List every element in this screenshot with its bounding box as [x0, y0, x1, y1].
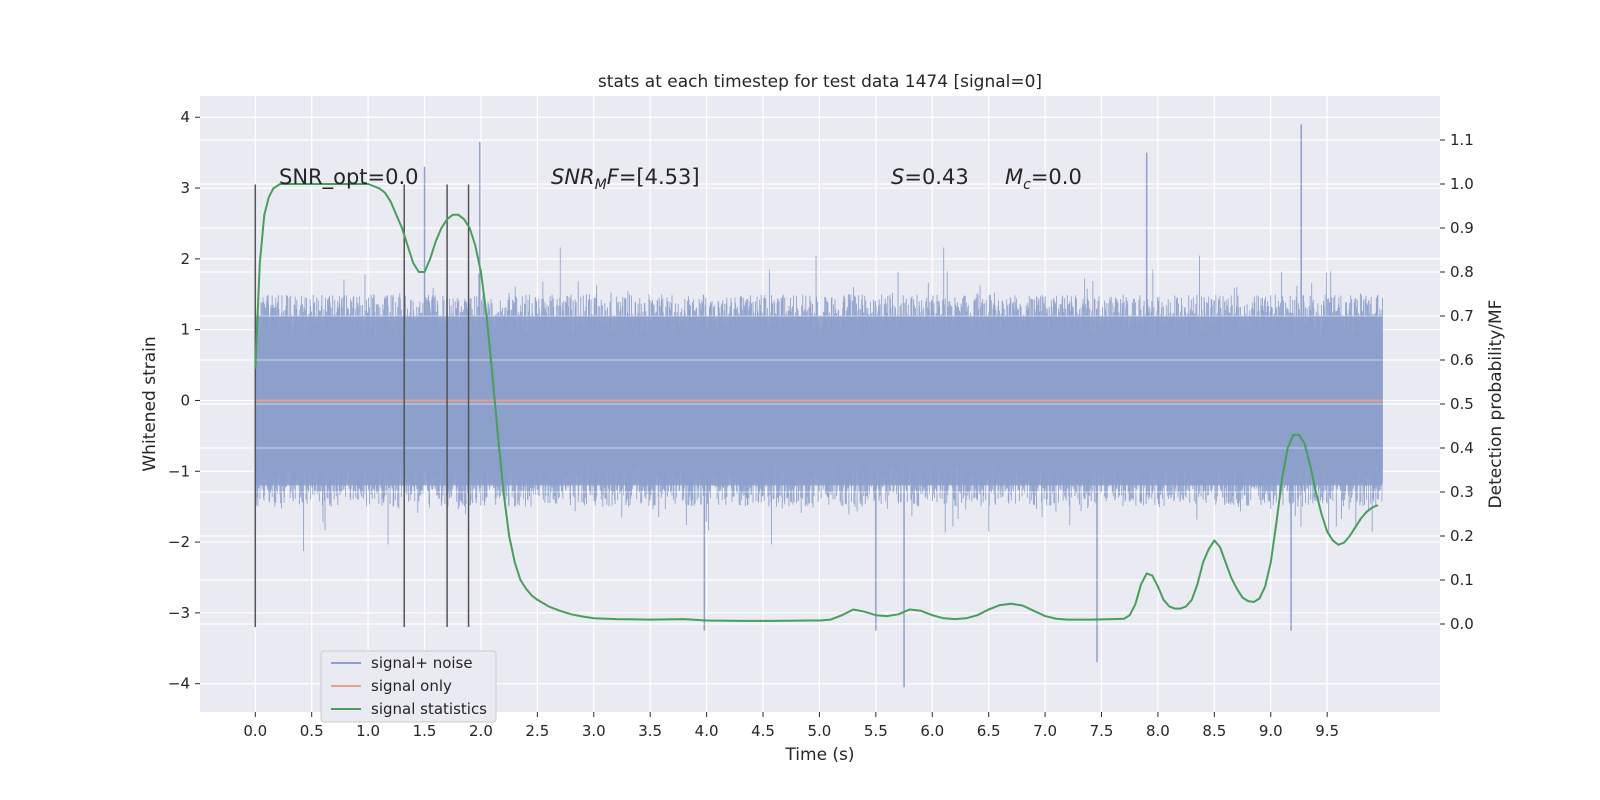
- y2-tick-label: 0.4: [1450, 439, 1474, 457]
- x-axis-label: Time (s): [784, 745, 854, 765]
- y-axis-ticks: −4 −3 −2 −1 0 1 2 3 4: [168, 108, 200, 693]
- y2-tick-label: 1.0: [1450, 175, 1474, 193]
- x-tick-label: 9.5: [1315, 722, 1339, 740]
- y2-axis-label: Detection probability/MF: [1486, 300, 1506, 509]
- y2-tick-label: 0.0: [1450, 615, 1474, 633]
- y-tick-label: 0: [180, 391, 190, 409]
- x-tick-label: 2.0: [469, 722, 493, 740]
- y-tick-label: 3: [180, 179, 190, 197]
- x-tick-label: 7.0: [1033, 722, 1057, 740]
- x-tick-label: 9.0: [1259, 722, 1283, 740]
- x-tick-label: 3.5: [638, 722, 662, 740]
- x-tick-label: 3.0: [582, 722, 606, 740]
- mc-sub: c: [1023, 177, 1031, 193]
- x-tick-label: 1.0: [356, 722, 380, 740]
- annotation-s: S=0.43: [891, 165, 969, 189]
- y-tick-label: 1: [180, 321, 190, 339]
- x-tick-label: 6.0: [920, 722, 944, 740]
- x-tick-label: 0.5: [300, 722, 324, 740]
- snr-mf-value: =[4.53]: [619, 165, 700, 189]
- y2-tick-label: 0.6: [1450, 351, 1474, 369]
- y2-tick-label: 0.3: [1450, 483, 1474, 501]
- s-label: S: [891, 165, 904, 189]
- y-tick-label: 4: [180, 108, 190, 126]
- snr-mf-tail: F: [607, 165, 620, 189]
- snr-mf-base: SNR: [551, 165, 595, 189]
- legend-box: [320, 650, 497, 723]
- y-tick-label: −4: [168, 675, 190, 693]
- x-tick-label: 7.5: [1090, 722, 1114, 740]
- y2-tick-label: 0.5: [1450, 395, 1474, 413]
- y2-axis-ticks: 0.0 0.1 0.2 0.3 0.4 0.5 0.6 0.7 0.8 0.9 1.0 1.1: [1440, 131, 1474, 633]
- legend-label-stats: signal statistics: [371, 700, 487, 718]
- mc-base: M: [1005, 165, 1023, 189]
- legend-label-signal: signal only: [371, 677, 452, 695]
- x-tick-label: 5.0: [808, 722, 832, 740]
- mc-value: =0.0: [1031, 165, 1082, 189]
- y2-tick-label: 0.2: [1450, 527, 1474, 545]
- snr-mf-sub: M: [595, 177, 607, 193]
- x-tick-label: 1.5: [413, 722, 437, 740]
- s-value: =0.43: [904, 165, 968, 189]
- y-tick-label: 2: [180, 250, 190, 268]
- chart-title: stats at each timestep for test data 147…: [598, 72, 1042, 92]
- x-tick-label: 8.0: [1146, 722, 1170, 740]
- legend-label-noise: signal+ noise: [371, 654, 473, 672]
- y2-tick-label: 0.8: [1450, 263, 1474, 281]
- y-tick-label: −1: [168, 462, 190, 480]
- y2-tick-label: 1.1: [1450, 131, 1474, 149]
- y2-tick-label: 0.1: [1450, 571, 1474, 589]
- x-tick-label: 8.5: [1202, 722, 1226, 740]
- vertical-markers: [254, 184, 470, 628]
- signal-statistics-series: [254, 183, 1379, 622]
- x-tick-label: 4.0: [695, 722, 719, 740]
- annotation-snr-opt: SNR_opt=0.0: [279, 165, 419, 190]
- x-tick-label: 4.5: [751, 722, 775, 740]
- annotation-mc: Mc=0.0: [1005, 165, 1082, 193]
- legend: signal+ noise signal only signal statist…: [320, 650, 497, 723]
- y-tick-label: −3: [168, 604, 190, 622]
- y2-tick-label: 0.9: [1450, 219, 1474, 237]
- y-axis-label: Whitened strain: [140, 336, 160, 471]
- y2-tick-label: 0.7: [1450, 307, 1474, 325]
- y-tick-label: −2: [168, 533, 190, 551]
- x-tick-label: 6.5: [977, 722, 1001, 740]
- x-axis-ticks: 0.0 0.5 1.0 1.5 2.0 2.5 3.0 3.5 4.0 4.5 5.0 5.5 6.0 6…: [243, 712, 1339, 740]
- x-tick-label: 2.5: [525, 722, 549, 740]
- annotation-snr-mf: SNRMF=[4.53]: [551, 165, 700, 193]
- signal-statistics-line: [254, 183, 1379, 622]
- x-tick-label: 5.5: [864, 722, 888, 740]
- x-tick-label: 0.0: [243, 722, 267, 740]
